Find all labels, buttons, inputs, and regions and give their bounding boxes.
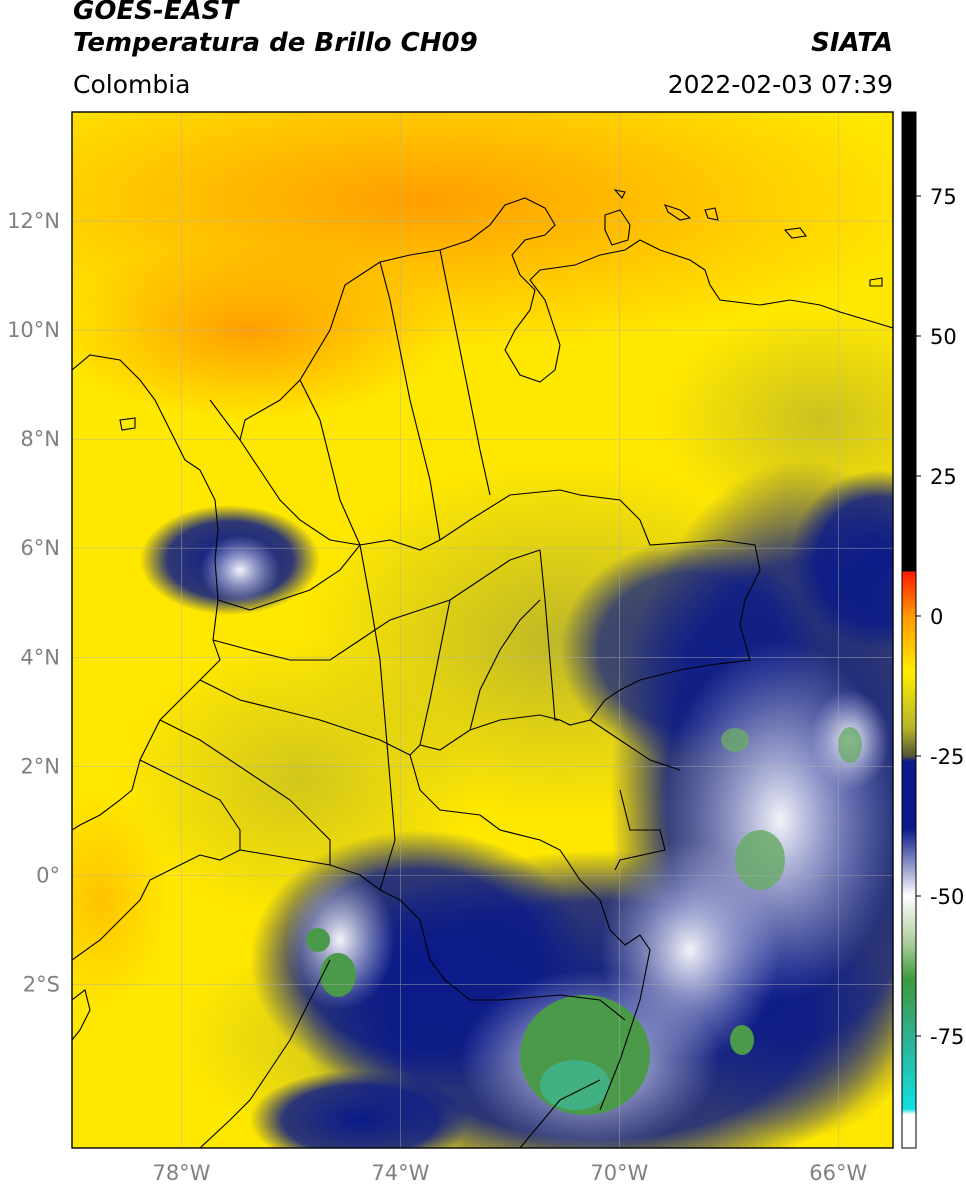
lat-label: 6°N [20, 536, 60, 560]
colorbar-tick-label: 50 [930, 325, 957, 349]
colorbar-tick-label: 25 [930, 465, 957, 489]
lon-label: 74°W [371, 1161, 429, 1185]
map-frame [71, 111, 894, 1149]
lon-label: 78°W [152, 1161, 210, 1185]
lon-label: 70°W [590, 1161, 648, 1185]
brightness-temperature-field [72, 112, 893, 1148]
lon-label: 66°W [809, 1161, 867, 1185]
institution-label: SIATA [811, 28, 893, 58]
colorbar-tick-label: -25 [930, 745, 964, 769]
colorbar: 75 50 25 0 -25 -50 -75 [901, 111, 964, 1149]
coastlines-and-borders [72, 189, 893, 1148]
colorbar-tick-label: -75 [930, 1025, 964, 1049]
colorbar-tick-label: -50 [930, 885, 964, 909]
lat-label: 2°N [20, 754, 60, 778]
lat-label: 10°N [7, 318, 60, 342]
longitude-labels: 78°W 74°W 70°W 66°W [152, 1161, 867, 1185]
region-label: Colombia [73, 70, 191, 99]
colorbar-tick-label: 0 [930, 605, 943, 629]
lat-label: 4°N [20, 645, 60, 669]
colorbar-tick-label: 75 [930, 185, 957, 209]
satellite-title: GOES-EAST [73, 0, 239, 26]
lat-label: 2°S [23, 972, 60, 996]
colorbar-scale [901, 111, 917, 1149]
lat-label: 12°N [7, 209, 60, 233]
lat-label: 0° [36, 863, 60, 887]
product-title: Temperatura de Brillo CH09 [73, 28, 478, 58]
map-gridlines [72, 112, 893, 1148]
latitude-labels: 12°N 10°N 8°N 6°N 4°N 2°N 0° 2°S [7, 209, 60, 996]
datetime-label: 2022-02-03 07:39 [667, 70, 893, 99]
lat-label: 8°N [20, 427, 60, 451]
